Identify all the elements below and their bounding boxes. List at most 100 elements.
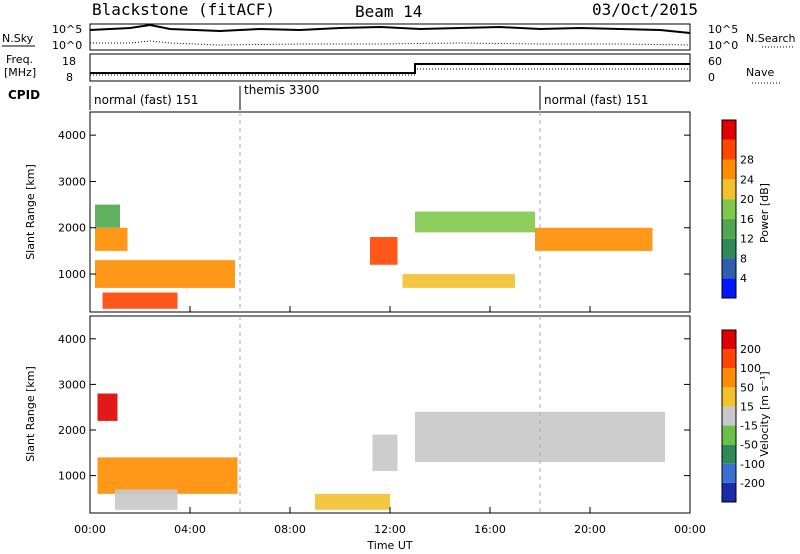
radar-title: Blackstone (fitACF) bbox=[92, 0, 275, 19]
power-colorbar-tick-6: 28 bbox=[740, 154, 754, 167]
nsky-trace bbox=[89, 23, 691, 34]
power-ytick-label-3: 4000 bbox=[58, 129, 86, 142]
power-region-7 bbox=[402, 274, 515, 288]
vel-colorbar-tick-3: 15 bbox=[740, 400, 754, 413]
vel-region-2 bbox=[115, 489, 178, 510]
power-region-1 bbox=[95, 204, 120, 228]
power-region-2 bbox=[95, 260, 235, 288]
power-colorbar-swatch-8 bbox=[722, 120, 736, 140]
power-colorbar-label: Power [dB] bbox=[758, 183, 771, 243]
velocity-data-layer bbox=[97, 316, 665, 513]
date-label: 03/Oct/2015 bbox=[592, 0, 698, 19]
vel-ytick-label-2: 3000 bbox=[58, 378, 86, 391]
vel-colorbar-swatch-4 bbox=[722, 406, 736, 426]
x-tick-label-0: 00:00 bbox=[74, 523, 106, 536]
vel-region-5 bbox=[315, 493, 390, 510]
nsky-tick-low: 10^0 bbox=[52, 39, 82, 52]
power-ytick-label-1: 2000 bbox=[58, 222, 86, 235]
power-axes: 1000 2000 3000 4000 bbox=[58, 129, 691, 312]
velocity-ylabel: Slant Range [km] bbox=[24, 366, 37, 462]
power-ytick-label-0: 1000 bbox=[58, 268, 86, 281]
vel-colorbar-swatch-1 bbox=[722, 463, 736, 483]
vel-colorbar-tick-7: -200 bbox=[740, 477, 765, 490]
nsky-panel-frame bbox=[89, 23, 691, 51]
freq-tick-high: 18 bbox=[62, 55, 76, 68]
x-tick-label-3: 12:00 bbox=[374, 523, 406, 536]
freq-trace bbox=[90, 63, 690, 74]
vel-colorbar-tick-0: 200 bbox=[740, 343, 761, 356]
nsky-tick-high: 10^5 bbox=[52, 23, 82, 36]
x-axis-label: Time UT bbox=[366, 539, 412, 552]
velocity-colorbar: 200 100 50 15 -15 -50 -100 -200 bbox=[721, 329, 765, 503]
nave-tick-low: 0 bbox=[708, 71, 715, 84]
vel-colorbar-swatch-8 bbox=[722, 330, 736, 350]
cpid-segment-1: themis 3300 bbox=[244, 83, 319, 97]
nsearch-label: N.Search bbox=[746, 32, 796, 45]
power-region-5 bbox=[415, 211, 535, 233]
vel-colorbar-swatch-5 bbox=[722, 387, 736, 407]
vel-region-1 bbox=[97, 457, 238, 494]
vel-region-3 bbox=[372, 434, 398, 472]
power-colorbar: 4 8 12 16 20 24 28 bbox=[721, 119, 754, 299]
power-data-layer bbox=[95, 112, 653, 312]
vel-colorbar-swatch-6 bbox=[722, 368, 736, 388]
nsearch-trace bbox=[90, 40, 691, 46]
cpid-label: CPID bbox=[8, 88, 40, 102]
freq-panel-frame bbox=[89, 53, 691, 82]
power-region-3 bbox=[102, 292, 178, 309]
vel-colorbar-swatch-2 bbox=[722, 444, 736, 464]
nave-label: Nave bbox=[746, 66, 774, 79]
nave-trace bbox=[90, 68, 690, 76]
power-colorbar-swatch-3 bbox=[722, 218, 736, 239]
vel-ytick-label-1: 2000 bbox=[58, 424, 86, 437]
x-tick-label-1: 04:00 bbox=[174, 523, 206, 536]
power-colorbar-swatch-4 bbox=[722, 199, 736, 219]
power-colorbar-tick-1: 8 bbox=[740, 252, 747, 265]
power-colorbar-tick-4: 20 bbox=[740, 193, 754, 206]
power-ylabel: Slant Range [km] bbox=[24, 164, 37, 260]
velocity-axes: 1000 2000 3000 4000 bbox=[58, 333, 691, 513]
power-colorbar-swatch-5 bbox=[722, 179, 736, 200]
nsky-label: N.Sky bbox=[2, 32, 34, 45]
nave-tick-high: 60 bbox=[708, 55, 722, 68]
cpid-segment-0: normal (fast) 151 bbox=[94, 93, 198, 107]
nsearch-tick-high: 10^5 bbox=[708, 23, 738, 36]
power-colorbar-swatch-6 bbox=[722, 159, 736, 180]
power-colorbar-frame bbox=[721, 119, 737, 299]
power-colorbar-tick-0: 4 bbox=[740, 272, 747, 285]
vel-colorbar-swatch-3 bbox=[722, 425, 736, 445]
beam-label: Beam 14 bbox=[355, 2, 422, 21]
power-region-4 bbox=[370, 237, 398, 265]
vel-colorbar-tick-6: -100 bbox=[740, 458, 765, 471]
power-colorbar-tick-2: 12 bbox=[740, 233, 754, 246]
vel-colorbar-tick-1: 100 bbox=[740, 362, 761, 375]
velocity-colorbar-label: Velocity [m s⁻¹] bbox=[758, 371, 771, 456]
vel-region-0 bbox=[97, 393, 118, 421]
vel-colorbar-tick-2: 50 bbox=[740, 381, 754, 394]
vel-colorbar-swatch-7 bbox=[722, 349, 736, 369]
x-tick-label-6: 00:00 bbox=[674, 523, 706, 536]
vel-colorbar-tick-5: -50 bbox=[740, 439, 758, 452]
x-tick-label-4: 16:00 bbox=[474, 523, 506, 536]
x-tick-labels: 00:00 04:00 08:00 12:00 16:00 20:00 00:00 bbox=[74, 523, 706, 536]
vel-ytick-label-0: 1000 bbox=[58, 470, 86, 483]
vel-colorbar-swatch-0 bbox=[722, 482, 736, 502]
vel-colorbar-frame bbox=[721, 329, 737, 503]
power-region-6 bbox=[535, 227, 653, 251]
cpid-segment-2: normal (fast) 151 bbox=[544, 93, 648, 107]
vel-ytick-label-3: 4000 bbox=[58, 333, 86, 346]
power-colorbar-swatch-7 bbox=[722, 139, 736, 160]
power-region-0 bbox=[95, 227, 128, 251]
power-ytick-label-2: 3000 bbox=[58, 175, 86, 188]
vel-colorbar-tick-4: -15 bbox=[740, 420, 758, 433]
power-colorbar-swatch-1 bbox=[722, 258, 736, 279]
freq-label: Freq. bbox=[6, 53, 33, 66]
power-colorbar-tick-5: 24 bbox=[740, 173, 754, 186]
power-colorbar-swatch-0 bbox=[722, 278, 736, 298]
power-colorbar-tick-3: 16 bbox=[740, 213, 754, 226]
nsearch-tick-low: 10^0 bbox=[708, 39, 738, 52]
freq-tick-low: 8 bbox=[66, 71, 73, 84]
x-tick-label-5: 20:00 bbox=[574, 523, 606, 536]
x-tick-label-2: 08:00 bbox=[274, 523, 306, 536]
